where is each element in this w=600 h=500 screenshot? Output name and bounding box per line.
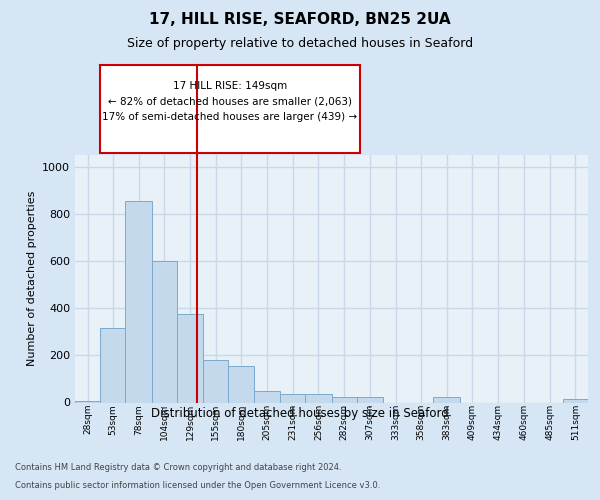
Bar xyxy=(254,390,280,402)
Text: Contains HM Land Registry data © Crown copyright and database right 2024.: Contains HM Land Registry data © Crown c… xyxy=(15,462,341,471)
Bar xyxy=(177,314,203,402)
Bar xyxy=(280,394,305,402)
Bar xyxy=(152,261,177,402)
Bar xyxy=(331,396,357,402)
Bar xyxy=(75,400,100,402)
Bar xyxy=(357,396,383,402)
Text: Contains public sector information licensed under the Open Government Licence v3: Contains public sector information licen… xyxy=(15,481,380,490)
Y-axis label: Number of detached properties: Number of detached properties xyxy=(26,191,37,366)
Bar xyxy=(305,394,331,402)
Bar xyxy=(100,328,125,402)
Text: Size of property relative to detached houses in Seaford: Size of property relative to detached ho… xyxy=(127,38,473,51)
Bar xyxy=(563,399,588,402)
Bar xyxy=(125,201,152,402)
Text: Distribution of detached houses by size in Seaford: Distribution of detached houses by size … xyxy=(151,408,449,420)
Bar xyxy=(433,396,460,402)
Text: 17, HILL RISE, SEAFORD, BN25 2UA: 17, HILL RISE, SEAFORD, BN25 2UA xyxy=(149,12,451,28)
Bar xyxy=(229,366,254,403)
Bar xyxy=(203,360,229,403)
Text: 17 HILL RISE: 149sqm
← 82% of detached houses are smaller (2,063)
17% of semi-de: 17 HILL RISE: 149sqm ← 82% of detached h… xyxy=(103,80,358,122)
